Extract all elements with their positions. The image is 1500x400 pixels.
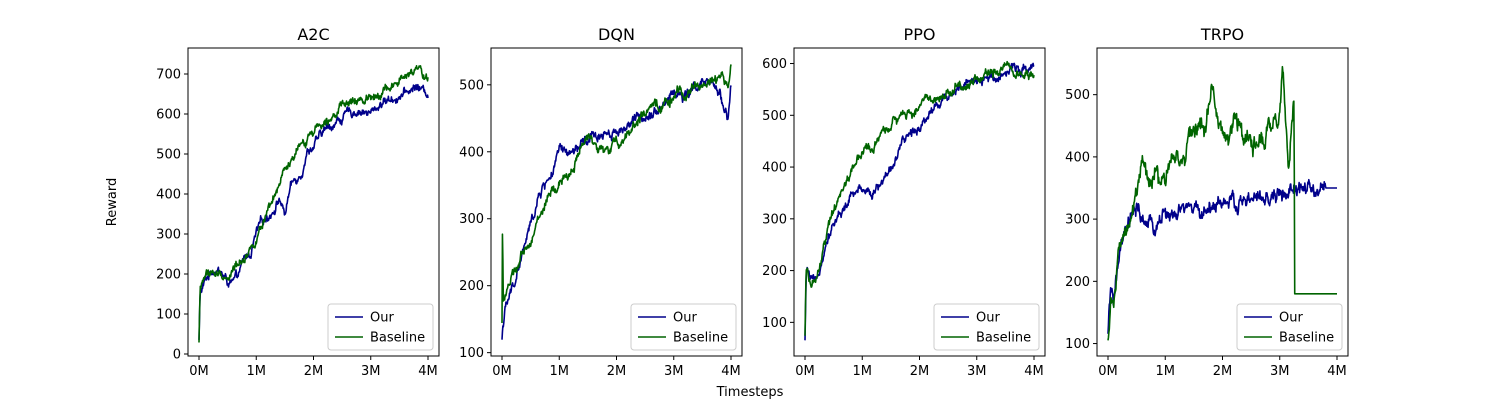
legend-entry: Baseline (673, 331, 728, 346)
series-line-baseline (501, 64, 732, 324)
y-tick-label: 100 (156, 308, 181, 323)
y-tick-label: 300 (1065, 213, 1090, 228)
series-line-our (1107, 178, 1338, 334)
subplot-title: PPO (904, 25, 936, 44)
series-lines (1107, 65, 1338, 341)
subplot-title: DQN (598, 25, 635, 44)
legend-entry: Our (1279, 311, 1303, 326)
y-tick-label: 100 (762, 316, 787, 331)
subplot-ppo: PPO 0M 1M 2M 3M 4M 100 200 300 400 500 600 Our Baseli… (762, 25, 1046, 379)
series-lines (501, 64, 732, 340)
series-line-our (198, 83, 429, 340)
x-tick-label: 0M (492, 364, 512, 379)
series-line-our (501, 77, 732, 340)
subplot-dqn: DQN 0M 1M 2M 3M 4M 100 200 300 400 500 Our Baseline (459, 25, 743, 379)
legend-entry: Our (976, 311, 1000, 326)
x-tick-label: 3M (1270, 364, 1290, 379)
x-tick-label: 1M (550, 364, 570, 379)
y-tick-label: 100 (1065, 337, 1090, 352)
y-tick-label: 300 (459, 212, 484, 227)
legend-box (327, 303, 434, 351)
x-tick-label: 1M (853, 364, 873, 379)
legend-box (933, 303, 1040, 351)
y-tick-label: 500 (459, 78, 484, 93)
y-tick-label: 500 (762, 109, 787, 124)
subplot-title: TRPO (1200, 25, 1244, 44)
y-tick-label: 400 (1065, 150, 1090, 165)
x-tick-label: 2M (1213, 364, 1233, 379)
series-line-baseline (804, 60, 1035, 336)
x-tick-label: 4M (721, 364, 741, 379)
series-lines (198, 65, 429, 343)
y-tick-label: 300 (762, 212, 787, 227)
x-tick-label: 4M (418, 364, 438, 379)
subplot-trpo: TRPO 0M 1M 2M 3M 4M 100 200 300 400 500 Our Baseline (1065, 25, 1349, 379)
x-tick-label: 0M (189, 364, 209, 379)
x-tick-label: 3M (967, 364, 987, 379)
x-tick-label: 1M (247, 364, 267, 379)
panels: A2C 0M 1M 2M 3M 4M 0 100 200 300 400 500 600 700 Our Ba… (156, 25, 1349, 379)
y-tick-label: 400 (762, 161, 787, 176)
legend: Our Baseline (630, 303, 737, 351)
y-tick-label: 200 (156, 268, 181, 283)
x-tick-label: 1M (1156, 364, 1176, 379)
x-tick-label: 4M (1327, 364, 1347, 379)
legend: Our Baseline (327, 303, 434, 351)
y-tick-label: 200 (459, 279, 484, 294)
y-tick-label: 200 (762, 264, 787, 279)
y-tick-label: 200 (1065, 275, 1090, 290)
x-tick-label: 2M (607, 364, 627, 379)
x-axis-label: Timesteps (716, 385, 784, 400)
y-tick-label: 600 (762, 57, 787, 72)
series-line-baseline (198, 65, 429, 343)
y-tick-label: 600 (156, 108, 181, 123)
legend-entry: Our (370, 311, 394, 326)
legend-entry: Baseline (370, 331, 425, 346)
y-tick-label: 700 (156, 68, 181, 83)
legend-entry: Our (673, 311, 697, 326)
legend-entry: Baseline (1279, 331, 1334, 346)
series-line-baseline (1107, 65, 1338, 341)
y-axis-label: Reward (105, 178, 120, 226)
series-line-our (804, 62, 1035, 341)
x-tick-label: 0M (795, 364, 815, 379)
subplot-a2c: A2C 0M 1M 2M 3M 4M 0 100 200 300 400 500 600 700 Our Ba… (156, 25, 440, 379)
x-tick-label: 2M (304, 364, 324, 379)
y-tick-label: 400 (459, 145, 484, 160)
y-tick-label: 100 (459, 346, 484, 361)
y-tick-label: 300 (156, 228, 181, 243)
y-tick-label: 0 (173, 348, 181, 363)
legend-entry: Baseline (976, 331, 1031, 346)
legend-box (630, 303, 737, 351)
y-tick-label: 400 (156, 188, 181, 203)
x-tick-label: 3M (664, 364, 684, 379)
x-tick-label: 4M (1024, 364, 1044, 379)
series-lines (804, 60, 1035, 341)
legend-box (1236, 303, 1343, 351)
y-tick-label: 500 (1065, 88, 1090, 103)
subplot-title: A2C (297, 25, 329, 44)
y-tick-label: 500 (156, 148, 181, 163)
x-tick-label: 3M (361, 364, 381, 379)
x-tick-label: 2M (910, 364, 930, 379)
legend: Our Baseline (1236, 303, 1343, 351)
x-tick-label: 0M (1098, 364, 1118, 379)
legend: Our Baseline (933, 303, 1040, 351)
